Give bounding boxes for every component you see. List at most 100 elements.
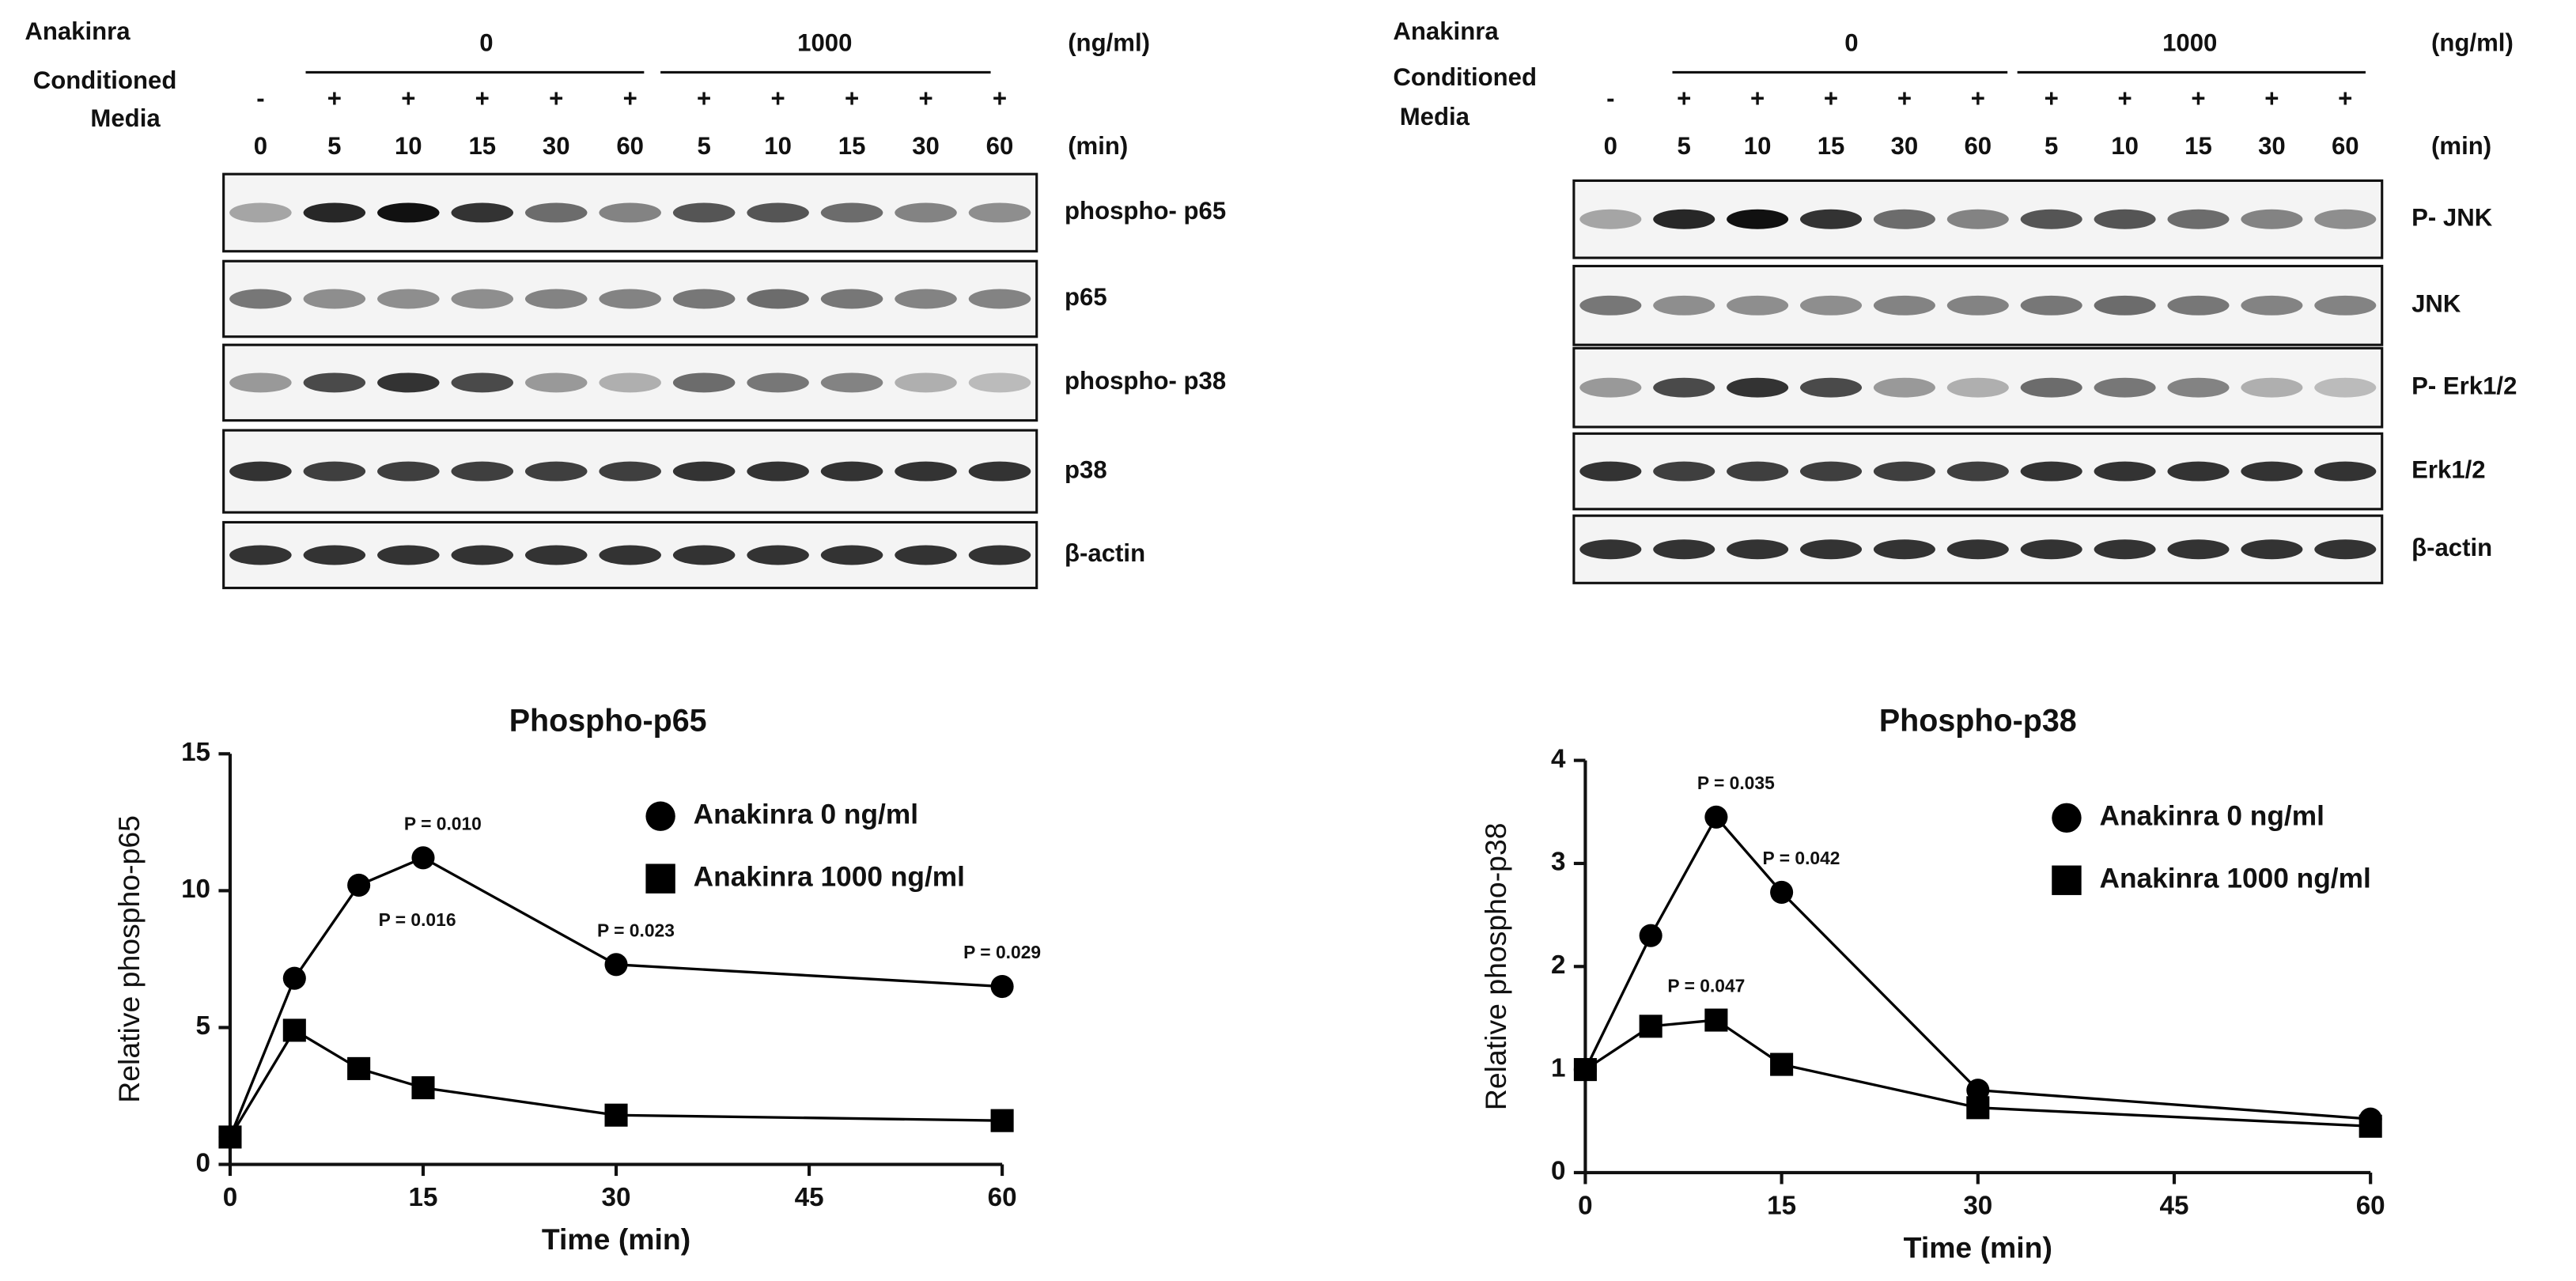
legend-label: Anakinra 0 ng/ml [694, 799, 918, 830]
data-point [1966, 1079, 1990, 1102]
y-tick-label: 15 [181, 738, 210, 767]
x-tick-label: 60 [2356, 1191, 2385, 1220]
group-label: 1000 [2162, 28, 2217, 56]
y-tick-label: 0 [1551, 1157, 1565, 1186]
blot-band [2020, 295, 2082, 316]
sign-label: + [993, 85, 1007, 112]
blot-row-label: phospho- p38 [1065, 367, 1226, 395]
blot-band [672, 289, 736, 309]
blot-band [451, 202, 514, 223]
blot-band [895, 545, 957, 565]
blot-band [229, 461, 292, 482]
sign-label: + [845, 85, 859, 112]
time-label: 10 [764, 132, 792, 160]
y-tick-label: 0 [196, 1148, 210, 1177]
blot-band [1800, 539, 1863, 560]
data-point [282, 966, 306, 990]
blot-band [1727, 209, 1789, 229]
sign-label: + [1677, 85, 1691, 112]
blot-band [1727, 539, 1789, 560]
blot-band [2020, 461, 2082, 482]
blot-band [524, 545, 588, 565]
blot-band [895, 461, 957, 482]
sign-label: + [623, 85, 637, 112]
blot-band [895, 289, 957, 309]
sign-label: - [256, 85, 264, 112]
data-point [218, 1125, 242, 1149]
blot-band [1946, 295, 2009, 316]
unit-label: (ng/ml) [1068, 28, 1150, 56]
sign-label: + [2264, 85, 2279, 112]
legend-label: Anakinra 0 ng/ml [2100, 801, 2324, 832]
blot-band [451, 545, 514, 565]
blot-band [2241, 461, 2303, 482]
data-point [347, 873, 371, 897]
blot-band [599, 545, 661, 565]
blot-band [1653, 461, 1715, 482]
p-value-label: P = 0.016 [379, 909, 456, 930]
sign-label: + [549, 85, 563, 112]
time-label: 0 [1604, 132, 1617, 160]
blot-band [524, 202, 588, 223]
blot-band [2167, 295, 2230, 316]
media-label: Media [90, 104, 161, 132]
blot-band [1873, 539, 1935, 560]
blot-band [2314, 209, 2377, 229]
blot-band [2020, 377, 2082, 398]
blot-band [2094, 377, 2156, 398]
x-tick-label: 0 [223, 1183, 237, 1212]
x-tick-label: 15 [1767, 1191, 1796, 1220]
data-point [990, 1109, 1014, 1132]
blot-band [2094, 209, 2156, 229]
legend-marker [2052, 803, 2082, 833]
blot-band [968, 202, 1031, 223]
time-label: 60 [986, 132, 1014, 160]
sign-label: + [771, 85, 785, 112]
blot-band [377, 461, 440, 482]
data-point [2358, 1114, 2382, 1138]
time-label: 30 [912, 132, 940, 160]
p-value-label: P = 0.029 [963, 942, 1041, 962]
blot-band [2241, 539, 2303, 560]
data-point [604, 1103, 628, 1127]
blot-band [1800, 295, 1863, 316]
blot-band [1946, 377, 2009, 398]
time-label: 60 [616, 132, 644, 160]
blot-band [672, 372, 736, 393]
media-label: Conditioned [1393, 63, 1537, 91]
x-axis-label: Time (min) [1904, 1230, 2052, 1264]
p-value-label: P = 0.047 [1667, 976, 1745, 996]
group-label: 1000 [797, 28, 852, 56]
blot-band [303, 289, 366, 309]
blot-band [747, 545, 809, 565]
p-value-label: P = 0.035 [1697, 773, 1775, 793]
y-axis-label: Relative phospho-p65 [112, 815, 146, 1103]
series-line [229, 856, 1003, 1138]
time-label: 5 [327, 132, 341, 160]
time-label: 30 [1891, 132, 1919, 160]
blot-band [451, 372, 514, 393]
p-value-label: P = 0.023 [597, 920, 675, 940]
y-tick-label: 5 [196, 1011, 210, 1041]
blot-row-label: p38 [1065, 455, 1107, 483]
sign-label: + [401, 85, 415, 112]
blot-band [1873, 209, 1935, 229]
x-axis-label: Time (min) [542, 1222, 690, 1256]
blot-band [1653, 209, 1715, 229]
blot-band [229, 289, 292, 309]
x-tick-label: 45 [2160, 1191, 2189, 1220]
blot-band [451, 289, 514, 309]
legend-marker [645, 801, 675, 831]
blot-band [1946, 539, 2009, 560]
blot-band [303, 372, 366, 393]
data-point [1770, 1052, 1794, 1076]
blot-band [599, 372, 661, 393]
y-tick-label: 3 [1551, 848, 1565, 877]
blot-band [2094, 539, 2156, 560]
legend-label: Anakinra 1000 ng/ml [694, 861, 965, 892]
blot-band [524, 372, 588, 393]
y-tick-label: 2 [1551, 950, 1565, 980]
blot-row-label: β-actin [1065, 539, 1145, 567]
blot-band [303, 545, 366, 565]
time-label: 15 [1818, 132, 1845, 160]
